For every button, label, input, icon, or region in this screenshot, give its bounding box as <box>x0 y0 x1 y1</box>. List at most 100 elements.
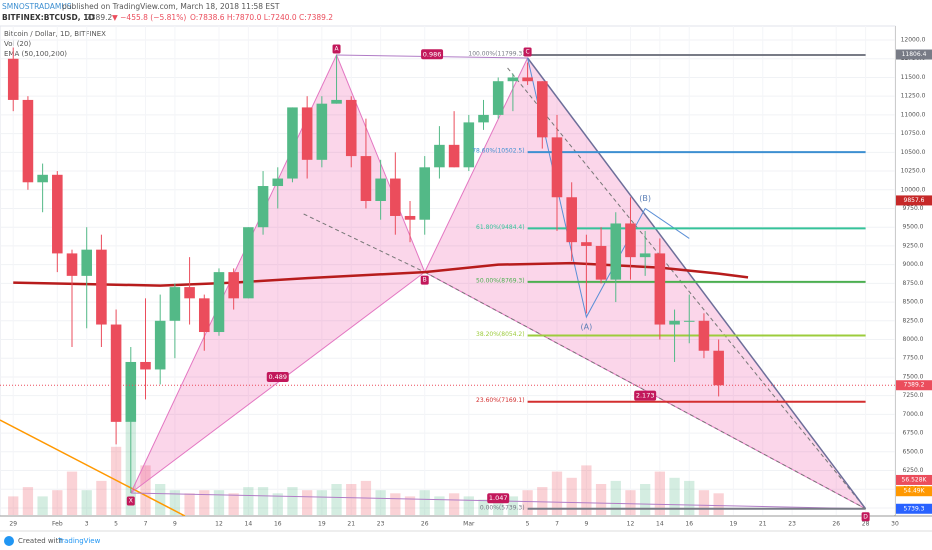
volume-bar <box>213 490 225 515</box>
volume-bar <box>66 471 78 515</box>
candle-body <box>7 58 19 100</box>
candle-body <box>96 249 107 325</box>
volume-bar <box>493 499 504 515</box>
volume-bar <box>52 490 63 515</box>
pattern-point-label: A <box>334 46 339 53</box>
candle-body <box>625 223 636 258</box>
footer-brand[interactable]: TradingView <box>57 537 101 545</box>
x-tick-label: 9 <box>584 521 588 528</box>
volume-bar <box>243 487 254 515</box>
y-tick-label: 6750.0 <box>903 430 924 437</box>
y-tick-label: 6500.0 <box>903 448 924 455</box>
pattern-point-label: X <box>129 497 133 504</box>
candle-body <box>610 223 622 280</box>
volume-bar <box>684 480 695 515</box>
logo-icon <box>4 536 14 546</box>
candle-body <box>492 81 504 115</box>
volume-bar <box>199 490 210 515</box>
y-tick-label: 10500.0 <box>901 149 926 156</box>
pattern-cd <box>526 57 867 510</box>
fib-label: 23.60%(7169.1) <box>476 397 525 404</box>
candle-body <box>52 174 63 254</box>
candle-body <box>331 99 342 104</box>
volume-bar <box>463 496 474 515</box>
candle-body <box>390 178 401 216</box>
candle-body <box>37 174 48 183</box>
x-tick-label: Mar <box>463 521 475 528</box>
volume-bar <box>448 493 460 515</box>
candle-body <box>434 144 445 168</box>
candle-body <box>345 99 357 157</box>
y-tick-label: 7250.0 <box>903 392 924 399</box>
pattern-point-label: B <box>423 277 427 284</box>
price-tag: 7389.2 <box>904 382 925 389</box>
legend-symbol: Bitcoin / Dollar, 1D, BITFINEX <box>4 30 106 38</box>
volume-bar <box>507 496 519 515</box>
volume-tag-bg <box>896 474 932 485</box>
candle-body <box>478 114 489 123</box>
change: ▼ −455.8 (−5.81%) <box>112 13 186 22</box>
ratio-label-bg <box>487 493 510 504</box>
pattern-point-bg <box>420 275 429 285</box>
volume-bar <box>169 490 181 515</box>
candle-body <box>566 197 577 243</box>
price-tag: 9857.6 <box>904 197 925 204</box>
y-tick-label: 9500.0 <box>903 224 924 231</box>
last-price: 7389.2 <box>86 13 112 22</box>
x-tick-label: 19 <box>318 521 326 528</box>
price-tag: 5739.3 <box>904 505 925 512</box>
volume-bar <box>595 484 607 515</box>
ratio-label-bg <box>421 49 444 60</box>
price-tag: 11806.4 <box>902 51 927 58</box>
x-tick-label: 3 <box>85 521 89 528</box>
ratio-label-bg <box>266 371 289 382</box>
x-tick-label: 16 <box>274 521 282 528</box>
plot-area <box>0 26 895 516</box>
x-tick-label: 19 <box>730 521 738 528</box>
candle-body <box>551 137 563 198</box>
volume-bar <box>390 493 401 515</box>
volume-bar <box>316 490 327 515</box>
fib-label: 50.00%(8769.3) <box>476 277 525 284</box>
candle-body <box>140 361 151 370</box>
volume-bar <box>434 496 445 515</box>
volume-bar <box>610 480 621 515</box>
y-tick-label: 7750.0 <box>903 355 924 362</box>
x-tick-label: 28 <box>862 521 870 528</box>
fib-label: 38.20%(8054.2) <box>476 331 525 338</box>
ratio-label-bg <box>634 390 657 401</box>
pattern-point-label: D <box>863 513 868 520</box>
volume-bar <box>419 490 430 515</box>
price-tag-bg <box>896 49 932 60</box>
volume-bar <box>640 484 651 515</box>
ratio-label: 0.489 <box>268 373 287 381</box>
volume-tag-bg <box>896 486 932 497</box>
pattern-bd-dash <box>424 271 866 510</box>
x-tick-label: 30 <box>891 521 899 528</box>
volume-bar <box>346 484 357 515</box>
price-tag-bg <box>896 380 932 391</box>
price-tag-bg <box>896 503 932 514</box>
author[interactable]: SMNOSTRADAMUS <box>2 2 72 11</box>
volume-bar <box>287 487 298 515</box>
y-tick-label: 8000.0 <box>903 336 924 343</box>
y-tick-label: 12000.0 <box>901 37 926 44</box>
x-tick-label: 12 <box>627 521 635 528</box>
pattern-point-label: C <box>525 49 529 56</box>
x-tick-label: 23 <box>788 521 796 528</box>
candle-body <box>257 186 269 228</box>
candle-body <box>595 245 607 280</box>
candle-body <box>66 253 78 276</box>
candle-body <box>169 287 181 321</box>
candle-body <box>698 320 710 351</box>
y-tick-label: 8250.0 <box>903 317 924 324</box>
candle-body <box>683 320 695 322</box>
x-tick-label: 23 <box>377 521 385 528</box>
candle-body <box>581 242 592 246</box>
pattern-point-bg <box>861 512 870 522</box>
volume-tag: 54.49K <box>903 488 925 495</box>
x-tick-label: 12 <box>215 521 223 528</box>
y-tick-label: 11000.0 <box>901 111 926 118</box>
volume-bar <box>331 484 342 515</box>
